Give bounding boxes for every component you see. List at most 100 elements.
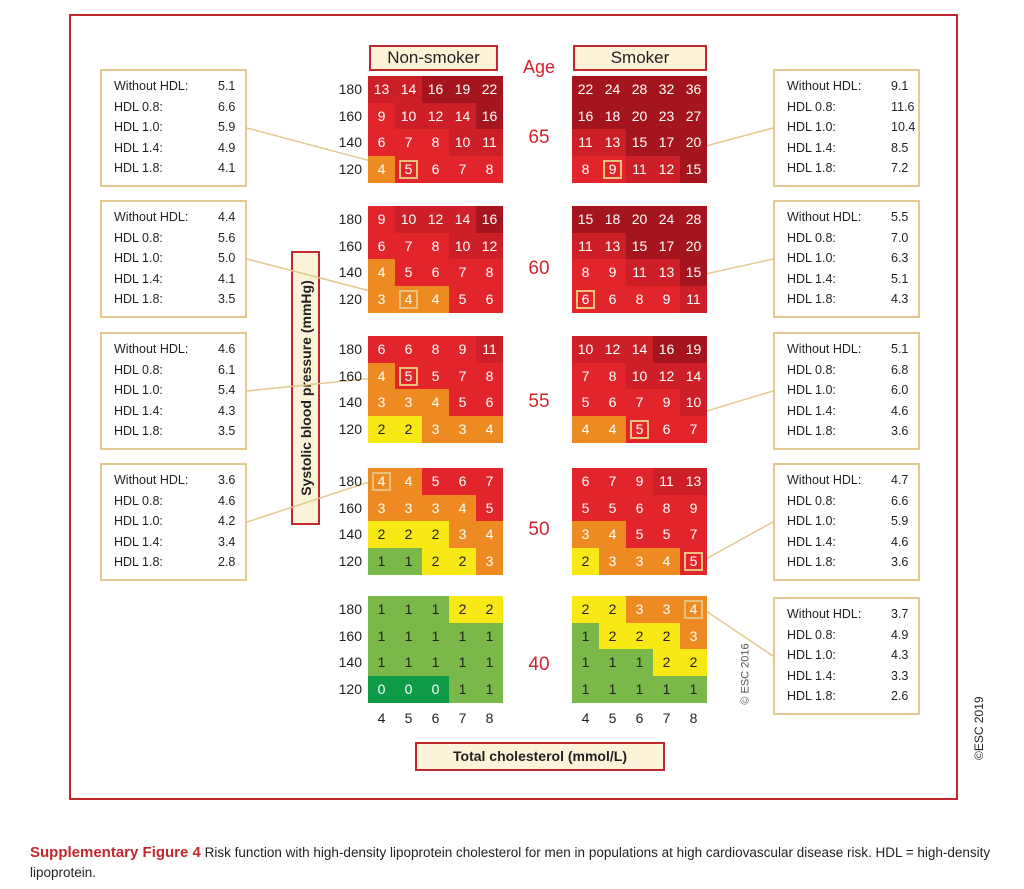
risk-cell: 8 xyxy=(476,259,503,286)
hdl-row-label: Without HDL: xyxy=(787,210,862,224)
risk-cell: 32 xyxy=(653,76,680,103)
hdl-row-value: 3.4 xyxy=(218,534,236,549)
risk-cell: 22 xyxy=(572,76,599,103)
highlight-cell xyxy=(399,366,418,386)
sbp-label: 180 xyxy=(338,601,362,617)
hdl-row-value: 9.1 xyxy=(891,79,909,93)
risk-cell: 16 xyxy=(476,102,503,130)
hdl-row-label: HDL 0.8: xyxy=(787,362,836,377)
risk-cell: 9 xyxy=(653,389,680,416)
risk-cell: 7 xyxy=(449,259,476,286)
risk-cell: 0 xyxy=(368,675,395,703)
hdl-row-value: 6.0 xyxy=(891,383,909,397)
highlight-cell xyxy=(372,472,391,491)
risk-cell: 4 xyxy=(368,362,395,390)
hdl-row-value: 6.6 xyxy=(218,99,236,114)
sbp-label: 160 xyxy=(338,107,362,124)
risk-cell: 3 xyxy=(449,521,476,548)
age-label-50: 50 xyxy=(528,519,550,540)
risk-cell: 1 xyxy=(599,649,626,676)
risk-cell: 1 xyxy=(599,675,626,703)
risk-cell: 20 xyxy=(626,206,653,233)
risk-cell: 6 xyxy=(572,468,599,495)
risk-cell: 2 xyxy=(599,596,626,623)
risk-cell: 11 xyxy=(653,468,680,495)
hdl-row-label: HDL 1.8: xyxy=(787,689,836,703)
risk-cell: 13 xyxy=(599,129,626,156)
risk-cell: 5 xyxy=(572,389,599,416)
risk-cell: 9 xyxy=(599,259,626,286)
risk-cell: 4 xyxy=(395,468,422,495)
risk-cell: 18 xyxy=(599,206,626,233)
hdl-row-label: HDL 1.8: xyxy=(787,161,836,175)
risk-cell: 4 xyxy=(368,155,395,183)
hdl-row-label: HDL 1.8: xyxy=(787,555,836,569)
risk-cell: 15 xyxy=(680,259,707,286)
risk-cell: 1 xyxy=(422,649,449,676)
risk-cell: 7 xyxy=(449,362,476,390)
risk-cell: 12 xyxy=(653,362,680,390)
risk-cell: 28 xyxy=(680,206,707,233)
risk-cell: 8 xyxy=(422,232,449,260)
risk-cell: 6 xyxy=(368,232,395,260)
caption-label: Supplementary Figure 4 xyxy=(30,844,201,861)
risk-cell: 16 xyxy=(422,76,449,103)
risk-cell: 17 xyxy=(653,232,680,260)
hdl-row-label: HDL 1.4: xyxy=(114,140,163,155)
hdl-box-right: Without HDL: 3.7 HDL 0.8: 4.9 HDL 1.0: 4.3 HDL… xyxy=(773,597,920,715)
cholesterol-tick-label: 7 xyxy=(458,710,467,726)
non-smoker-header: Non-smoker xyxy=(369,45,498,71)
risk-cell: 6 xyxy=(395,336,422,363)
risk-cell: 2 xyxy=(368,521,395,548)
risk-cell: 7 xyxy=(395,129,422,156)
hdl-row: HDL 1.4: 4.6 xyxy=(787,535,918,556)
hdl-row-value: 2.8 xyxy=(218,555,236,569)
risk-cell: 12 xyxy=(599,336,626,363)
hdl-box-right: Without HDL: 9.1 HDL 0.8: 11.6 HDL 1.0: 10.4 H… xyxy=(773,69,920,187)
risk-cell: 16 xyxy=(653,336,680,363)
hdl-row-label: HDL 0.8: xyxy=(114,99,163,114)
highlight-cell xyxy=(684,551,703,571)
hdl-row-value: 3.3 xyxy=(891,668,909,683)
hdl-row-label: HDL 0.8: xyxy=(114,362,163,377)
caption-text: Risk function with high-density lipoprot… xyxy=(30,845,991,880)
risk-cell: 1 xyxy=(626,649,653,676)
hdl-row-value: 4.3 xyxy=(891,648,909,662)
hdl-row-label: HDL 1.4: xyxy=(114,403,163,418)
risk-cell: 6 xyxy=(626,494,653,522)
hdl-row-value: 4.3 xyxy=(891,292,909,306)
risk-cell: 2 xyxy=(449,596,476,623)
hdl-row-label: Without HDL: xyxy=(114,79,189,93)
hdl-row: HDL 1.4: 4.6 xyxy=(787,404,918,425)
hdl-row: HDL 1.4: 4.9 xyxy=(114,141,245,162)
risk-cell: 2 xyxy=(368,415,395,443)
hdl-row-value: 10.4 xyxy=(891,120,916,134)
risk-cell: 7 xyxy=(572,362,599,390)
hdl-row-label: HDL 1.8: xyxy=(114,555,163,569)
risk-cell: 8 xyxy=(572,155,599,183)
risk-cell: 11 xyxy=(476,129,503,156)
hdl-box-left: Without HDL: 4.4 HDL 0.8: 5.6 HDL 1.0: 5.0 HDL… xyxy=(100,200,247,318)
hdl-row: Without HDL: 4.4 xyxy=(114,210,245,231)
risk-cell: 2 xyxy=(653,622,680,650)
age-label-60: 60 xyxy=(528,258,550,279)
risk-cell: 5 xyxy=(422,362,449,390)
hdl-row-label: HDL 1.0: xyxy=(114,120,163,134)
risk-cell: 10 xyxy=(572,336,599,363)
risk-cell: 1 xyxy=(572,649,599,676)
risk-cell: 22 xyxy=(476,76,503,103)
risk-cell: 9 xyxy=(368,102,395,130)
figure-caption: Supplementary Figure 4 Risk function wit… xyxy=(30,843,1020,883)
risk-cell: 10 xyxy=(449,129,476,156)
hdl-row-label: HDL 1.8: xyxy=(787,292,836,306)
cholesterol-tick-label: 6 xyxy=(635,710,644,726)
hdl-row-label: Without HDL: xyxy=(787,473,862,487)
risk-cell: 3 xyxy=(599,547,626,575)
sbp-label: 120 xyxy=(338,680,362,697)
risk-cell: 9 xyxy=(449,336,476,363)
hdl-row-label: HDL 1.0: xyxy=(787,514,836,528)
risk-cell: 1 xyxy=(680,675,707,703)
hdl-row-value: 5.6 xyxy=(218,230,236,245)
sbp-label: 160 xyxy=(338,237,362,254)
risk-cell: 5 xyxy=(476,494,503,522)
